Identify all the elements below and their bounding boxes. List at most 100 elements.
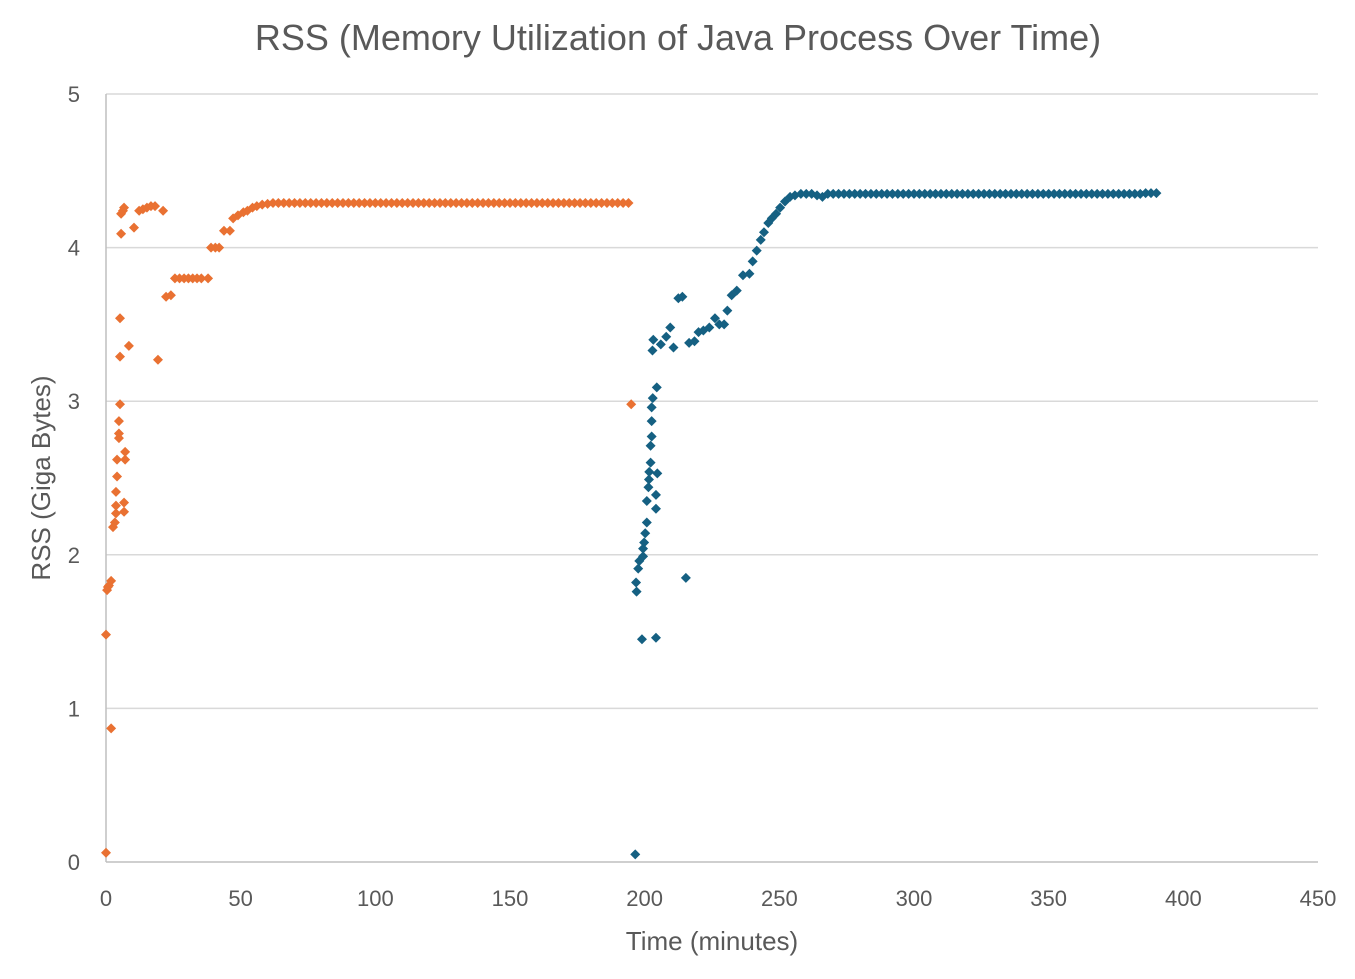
data-point <box>284 198 295 209</box>
data-point <box>505 198 515 209</box>
data-point <box>115 351 126 362</box>
data-point <box>364 198 375 209</box>
data-point <box>601 198 612 209</box>
data-point <box>478 198 489 209</box>
data-point <box>115 313 126 324</box>
data-point <box>952 188 963 199</box>
data-point <box>636 634 647 645</box>
data-point <box>633 563 644 574</box>
data-point <box>668 342 679 353</box>
data-point <box>650 632 661 643</box>
data-point <box>968 188 979 199</box>
chart-title: RSS (Memory Utilization of Java Process … <box>255 17 1101 58</box>
data-point <box>646 416 657 427</box>
data-point <box>665 322 676 333</box>
data-point <box>397 198 408 209</box>
data-point <box>641 496 652 507</box>
x-tick-label: 50 <box>228 886 252 911</box>
data-point <box>424 198 435 209</box>
data-point <box>119 202 130 213</box>
data-point <box>445 198 456 209</box>
data-point <box>747 256 758 267</box>
data-point <box>224 225 235 236</box>
data-point <box>381 198 392 209</box>
data-point <box>647 393 658 404</box>
data-point <box>113 428 124 439</box>
data-point <box>294 198 305 209</box>
data-point <box>112 454 123 465</box>
data-point <box>1022 188 1033 199</box>
data-point <box>801 188 812 199</box>
data-point <box>109 517 120 528</box>
data-point <box>630 849 641 860</box>
data-point <box>526 198 537 209</box>
data-point <box>440 198 451 209</box>
data-point <box>1054 188 1065 199</box>
data-point <box>855 188 866 199</box>
data-point <box>316 198 327 209</box>
data-point <box>631 577 642 588</box>
data-point <box>962 188 973 199</box>
data-point <box>979 188 990 199</box>
data-point <box>755 234 766 245</box>
data-point <box>537 198 548 209</box>
data-point <box>106 575 117 586</box>
y-tick-label: 4 <box>68 236 80 261</box>
x-tick-label: 100 <box>357 886 394 911</box>
axes <box>105 94 1318 863</box>
x-tick-label: 300 <box>896 886 933 911</box>
data-point <box>638 543 649 554</box>
y-tick-label: 5 <box>68 82 80 107</box>
data-point <box>1081 188 1092 199</box>
data-point <box>112 471 123 482</box>
data-point <box>1075 188 1086 199</box>
data-point <box>652 468 663 479</box>
data-point <box>203 273 214 284</box>
data-point <box>833 188 844 199</box>
data-point <box>643 474 654 485</box>
data-point <box>434 198 445 209</box>
data-point <box>553 198 564 209</box>
data-point <box>300 198 311 209</box>
data-point <box>343 198 354 209</box>
data-point <box>1140 188 1151 199</box>
data-point <box>359 198 370 209</box>
data-point <box>1005 188 1016 199</box>
data-point <box>689 336 700 347</box>
data-point <box>1038 188 1049 199</box>
data-point <box>930 188 941 199</box>
data-point <box>661 331 672 342</box>
data-point <box>612 198 623 209</box>
x-tick-label: 350 <box>1030 886 1067 911</box>
data-point <box>152 354 163 365</box>
data-point <box>391 198 402 209</box>
data-point <box>744 268 755 279</box>
data-point <box>898 188 909 199</box>
data-point <box>591 198 602 209</box>
data-point <box>494 198 505 209</box>
data-point <box>989 188 1000 199</box>
data-point <box>580 198 591 209</box>
data-point <box>278 198 289 209</box>
data-point <box>650 503 661 514</box>
data-point <box>585 198 596 209</box>
data-point <box>638 551 649 562</box>
data-point <box>451 198 462 209</box>
data-point <box>521 198 532 209</box>
data-point <box>120 446 131 457</box>
data-point <box>860 188 871 199</box>
data-point <box>267 198 278 209</box>
data-point <box>1119 188 1130 199</box>
data-point <box>354 198 365 209</box>
data-point <box>731 285 742 296</box>
x-tick-label: 450 <box>1300 886 1337 911</box>
data-point <box>719 319 730 330</box>
data-point <box>751 245 762 256</box>
data-point <box>327 198 338 209</box>
data-point <box>607 198 618 209</box>
data-point <box>150 201 161 212</box>
data-point <box>643 482 654 493</box>
data-point <box>101 847 111 858</box>
data-point <box>123 340 134 351</box>
